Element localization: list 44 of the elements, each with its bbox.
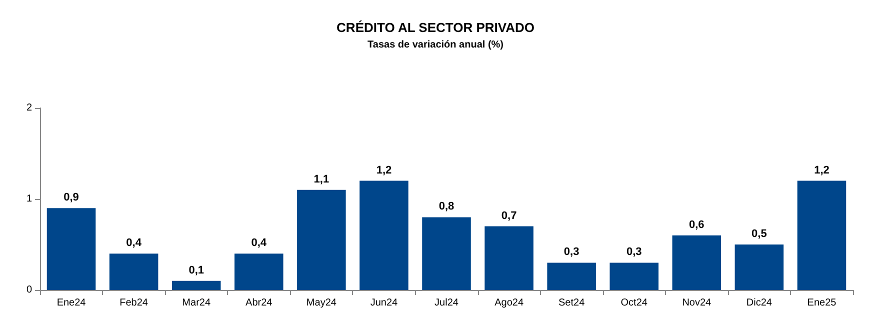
bar	[172, 280, 221, 290]
data-label: 0,1	[188, 264, 204, 276]
bar	[484, 226, 534, 290]
data-label: 0,3	[626, 246, 642, 258]
bar	[797, 180, 846, 290]
x-tick-label: Ago24	[494, 298, 524, 308]
x-tick-label: May24	[306, 298, 337, 308]
x-tick-label: Ene25	[807, 298, 837, 308]
chart-subtitle: Tasas de variación anual (%)	[368, 40, 504, 50]
bar	[422, 217, 471, 290]
data-label: 0,7	[501, 210, 517, 222]
data-label: 0,4	[251, 237, 268, 250]
x-tick-label: Ene24	[56, 298, 86, 308]
x-tick-label: Set24	[558, 298, 586, 308]
bar	[672, 235, 722, 290]
bar	[234, 254, 284, 290]
data-label: 1,1	[314, 173, 330, 186]
y-tick-label: 2	[26, 102, 32, 114]
y-tick-label: 0	[26, 284, 32, 296]
bar	[547, 262, 596, 290]
x-tick-label: Feb24	[120, 298, 148, 308]
x-tick-label: Dic24	[746, 298, 772, 308]
x-tick-label: Abr24	[246, 298, 273, 308]
bar	[297, 190, 346, 290]
bar	[109, 254, 158, 290]
y-tick-label: 1	[26, 194, 32, 204]
data-label: 1,2	[376, 164, 392, 176]
x-tick-label: Mar24	[182, 298, 211, 308]
data-label: 0,5	[752, 228, 767, 240]
chart-title: CRÉDITO AL SECTOR PRIVADO	[336, 20, 534, 35]
data-label: 1,2	[814, 164, 830, 176]
data-label: 0,6	[689, 218, 704, 231]
x-tick-label: Jun24	[370, 298, 398, 308]
bar	[360, 180, 408, 290]
data-label: 0,9	[64, 192, 79, 204]
data-label: 0,4	[126, 237, 142, 250]
x-tick-label: Jul24	[434, 298, 459, 308]
bar	[610, 262, 659, 290]
data-label: 0,3	[564, 246, 580, 258]
bar	[734, 244, 784, 290]
x-tick-label: Oct24	[620, 298, 648, 308]
x-tick-label: Nov24	[682, 298, 712, 308]
bar	[46, 208, 96, 290]
data-label: 0,8	[438, 200, 454, 213]
